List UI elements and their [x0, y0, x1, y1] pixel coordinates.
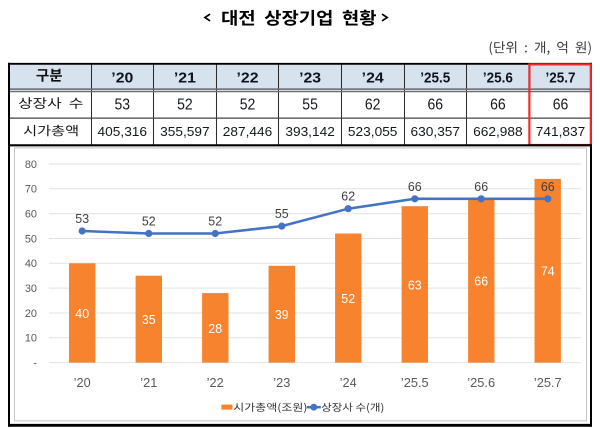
- svg-text:523,055: 523,055: [348, 124, 398, 139]
- svg-text:66: 66: [490, 97, 506, 114]
- svg-text:66: 66: [408, 180, 422, 194]
- svg-text:52: 52: [341, 292, 355, 306]
- svg-text:’23: ’23: [299, 70, 321, 86]
- svg-text:62: 62: [365, 97, 381, 114]
- svg-text:40: 40: [25, 258, 37, 270]
- svg-text:’25.5: ’25.5: [401, 376, 429, 390]
- svg-text:74: 74: [541, 265, 555, 279]
- svg-text:62: 62: [341, 190, 355, 204]
- svg-text:’23: ’23: [273, 376, 290, 390]
- svg-text:-: -: [33, 358, 37, 370]
- svg-text:’25.7: ’25.7: [534, 376, 562, 390]
- svg-text:55: 55: [275, 207, 289, 221]
- svg-text:’25.6: ’25.6: [467, 376, 495, 390]
- svg-text:53: 53: [75, 212, 89, 226]
- svg-text:10: 10: [25, 333, 37, 345]
- svg-text:’24: ’24: [362, 70, 385, 86]
- svg-text:’21: ’21: [174, 70, 196, 86]
- svg-text:80: 80: [25, 159, 37, 171]
- svg-text:’21: ’21: [140, 376, 157, 390]
- svg-text:’24: ’24: [340, 376, 357, 390]
- svg-text:630,357: 630,357: [411, 124, 461, 139]
- svg-text:66: 66: [474, 180, 488, 194]
- svg-text:66: 66: [428, 97, 444, 114]
- svg-text:393,142: 393,142: [285, 124, 335, 139]
- svg-text:53: 53: [115, 97, 131, 114]
- svg-text:662,988: 662,988: [473, 124, 523, 139]
- svg-text:52: 52: [177, 97, 193, 114]
- svg-text:28: 28: [208, 322, 222, 336]
- svg-text:66: 66: [474, 275, 488, 289]
- svg-text:60: 60: [25, 209, 37, 221]
- svg-text:’25.7: ’25.7: [546, 70, 576, 86]
- svg-text:287,446: 287,446: [223, 124, 273, 139]
- svg-text:405,316: 405,316: [98, 124, 148, 139]
- svg-text:66: 66: [553, 97, 569, 114]
- svg-text:’25.5: ’25.5: [420, 70, 450, 86]
- svg-text:52: 52: [142, 215, 156, 229]
- svg-text:70: 70: [25, 184, 37, 196]
- svg-text:’25.6: ’25.6: [483, 70, 513, 86]
- svg-text:63: 63: [408, 278, 422, 292]
- svg-text:39: 39: [275, 308, 289, 322]
- svg-text:’22: ’22: [237, 70, 259, 86]
- svg-text:52: 52: [208, 215, 222, 229]
- svg-text:741,837: 741,837: [536, 124, 586, 139]
- svg-text:’20: ’20: [74, 376, 91, 390]
- svg-text:’20: ’20: [111, 70, 133, 86]
- svg-text:50: 50: [25, 233, 37, 245]
- svg-text:66: 66: [541, 180, 555, 194]
- svg-text:40: 40: [75, 307, 89, 321]
- svg-text:35: 35: [142, 313, 156, 327]
- svg-text:’22: ’22: [207, 376, 224, 390]
- svg-text:355,597: 355,597: [160, 124, 210, 139]
- svg-text:30: 30: [25, 283, 37, 295]
- svg-text:55: 55: [302, 97, 318, 114]
- svg-text:20: 20: [25, 308, 37, 320]
- svg-text:52: 52: [240, 97, 256, 114]
